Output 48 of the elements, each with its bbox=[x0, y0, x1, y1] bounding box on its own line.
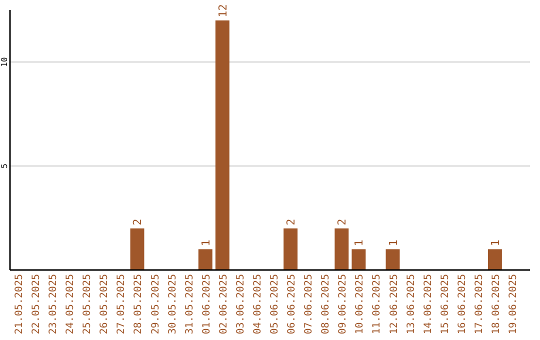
bar bbox=[386, 249, 400, 270]
x-tick-label: 05.06.2025 bbox=[270, 274, 281, 334]
x-tick-label: 26.05.2025 bbox=[99, 274, 110, 334]
x-tick-label: 12.06.2025 bbox=[388, 274, 400, 334]
data-label: 1 bbox=[352, 240, 366, 246]
x-tick-label: 19.06.2025 bbox=[508, 274, 519, 334]
x-tick-label: 01.06.2025 bbox=[201, 274, 212, 334]
x-tick-label: 14.06.2025 bbox=[422, 274, 434, 334]
x-tick-label: 21.05.2025 bbox=[14, 274, 26, 334]
bar bbox=[198, 249, 212, 270]
data-label: 12 bbox=[216, 4, 230, 18]
data-label: 1 bbox=[386, 240, 400, 246]
x-tick-label: 08.06.2025 bbox=[320, 274, 332, 334]
bar bbox=[215, 20, 230, 270]
bar bbox=[284, 228, 298, 270]
x-tick-label: 16.06.2025 bbox=[456, 274, 468, 334]
x-tick-label: 15.06.2025 bbox=[440, 274, 451, 334]
x-tick-label: 13.06.2025 bbox=[406, 274, 417, 334]
x-tick-label: 29.05.2025 bbox=[150, 274, 162, 334]
x-tick-label: 11.06.2025 bbox=[372, 274, 383, 334]
bar bbox=[488, 249, 502, 270]
data-label: 1 bbox=[488, 240, 502, 246]
x-tick-label: 27.05.2025 bbox=[116, 274, 128, 334]
x-tick-label: 25.05.2025 bbox=[82, 274, 94, 334]
x-tick-label: 06.06.2025 bbox=[286, 274, 298, 334]
x-tick-label: 22.05.2025 bbox=[31, 274, 42, 334]
x-tick-label: 24.05.2025 bbox=[65, 274, 76, 334]
data-label: 2 bbox=[131, 218, 144, 226]
x-tick-label: 17.06.2025 bbox=[474, 274, 485, 334]
bar bbox=[334, 228, 349, 270]
x-tick-label: 10.06.2025 bbox=[354, 274, 366, 334]
x-tick-label: 18.06.2025 bbox=[490, 274, 502, 334]
y-tick-label: 10 bbox=[0, 57, 9, 67]
data-label: 2 bbox=[336, 218, 349, 226]
x-tick-label: 07.06.2025 bbox=[304, 274, 315, 334]
x-tick-label: 03.06.2025 bbox=[235, 274, 246, 334]
x-tick-label: 04.06.2025 bbox=[252, 274, 264, 334]
x-tick-label: 23.05.2025 bbox=[48, 274, 60, 334]
data-label: 1 bbox=[199, 240, 212, 246]
x-tick-label: 30.05.2025 bbox=[167, 274, 178, 334]
x-tick-label: 02.06.2025 bbox=[218, 274, 230, 334]
y-tick-label: 5 bbox=[0, 163, 9, 168]
x-tick-label: 09.06.2025 bbox=[338, 274, 349, 334]
bar bbox=[130, 228, 144, 270]
data-label: 2 bbox=[284, 218, 298, 226]
x-tick-label: 28.05.2025 bbox=[133, 274, 144, 334]
x-tick-label: 31.05.2025 bbox=[184, 274, 196, 334]
bar bbox=[352, 249, 366, 270]
